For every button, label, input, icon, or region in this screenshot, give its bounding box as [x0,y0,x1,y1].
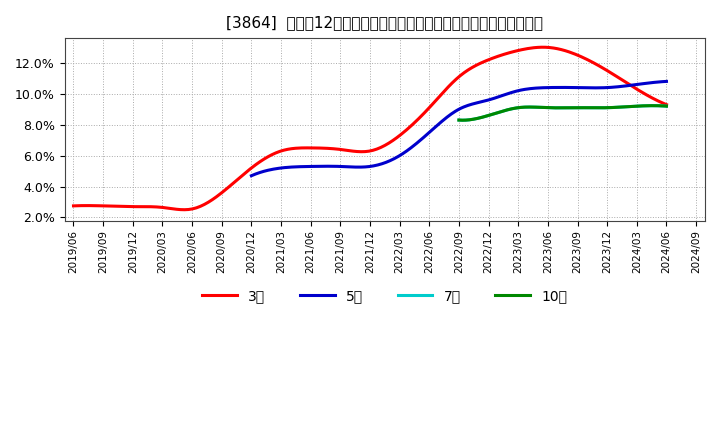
3年 [662,102,671,107]
5年 [662,79,671,84]
10年 [630,104,639,109]
3年 [422,108,431,114]
3年 [573,52,582,58]
3年 [611,73,619,78]
10年 [662,103,671,109]
7年 [649,103,657,108]
10年 [582,105,591,110]
3年 [180,207,189,213]
Line: 7年: 7年 [459,106,667,120]
10年 [649,103,657,108]
3年 [71,203,80,209]
3年 [424,106,433,111]
10年 [644,103,652,108]
7年 [662,103,671,109]
5年 [501,92,510,97]
3年 [69,203,78,209]
7年 [579,105,588,110]
10年 [578,105,587,110]
Line: 5年: 5年 [251,81,667,176]
7年 [454,117,463,123]
5年 [624,83,632,88]
7年 [582,105,591,110]
3年 [434,95,443,100]
10年 [579,105,588,110]
7年 [459,117,467,123]
5年 [247,173,256,178]
Title: [3864]  売上高12か月移動合計の対前年同期増減率の標準偏差の推移: [3864] 売上高12か月移動合計の対前年同期増減率の標準偏差の推移 [226,15,544,30]
7年 [630,104,639,109]
5年 [494,94,503,99]
10年 [455,117,464,123]
5年 [248,172,257,178]
5年 [597,85,606,91]
10年 [454,117,463,123]
Legend: 3年, 5年, 7年, 10年: 3年, 5年, 7年, 10年 [197,283,573,308]
7年 [644,103,652,108]
7年 [455,117,464,123]
7年 [578,105,587,110]
10年 [459,117,467,123]
3年 [539,44,548,50]
Line: 3年: 3年 [73,47,667,210]
Line: 10年: 10年 [459,106,667,120]
5年 [492,95,501,100]
